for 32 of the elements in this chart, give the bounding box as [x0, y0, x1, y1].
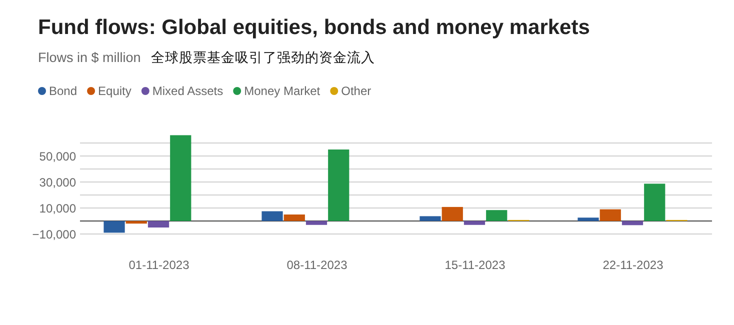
bar [486, 210, 508, 221]
bar [104, 221, 125, 233]
bar [328, 150, 350, 221]
bar [442, 206, 463, 221]
annotation: 全球股票基金吸引了强劲的资金流入 [150, 50, 375, 65]
legend-label: Money Market [244, 84, 321, 98]
ytick: −10,000 [32, 228, 76, 242]
bar [170, 135, 192, 221]
xtick: 22-11-2023 [602, 258, 664, 272]
ytick: 10,000 [39, 202, 76, 216]
legend-label: Other [341, 84, 372, 98]
bar [148, 221, 170, 228]
xtick: 15-11-2023 [444, 258, 506, 272]
bar [420, 216, 441, 221]
bar [464, 221, 486, 225]
bar [578, 218, 599, 221]
bar [262, 211, 283, 221]
bar [622, 221, 644, 226]
xtick: 08-11-2023 [286, 258, 348, 272]
legend-label: Mixed Assets [152, 84, 224, 98]
title: Fund flows: Global equities, bonds and money markets [38, 16, 590, 39]
bar [306, 221, 328, 225]
xtick: 01-11-2023 [128, 258, 190, 272]
bar [600, 209, 621, 221]
bar [126, 221, 147, 224]
legend-label: Bond [49, 84, 78, 98]
legend-label: Equity [98, 84, 132, 98]
bar [644, 184, 666, 221]
ytick: 50,000 [39, 150, 76, 164]
subtitle: Flows in $ million [38, 50, 141, 65]
bar [284, 214, 305, 221]
ytick: 30,000 [39, 176, 76, 190]
